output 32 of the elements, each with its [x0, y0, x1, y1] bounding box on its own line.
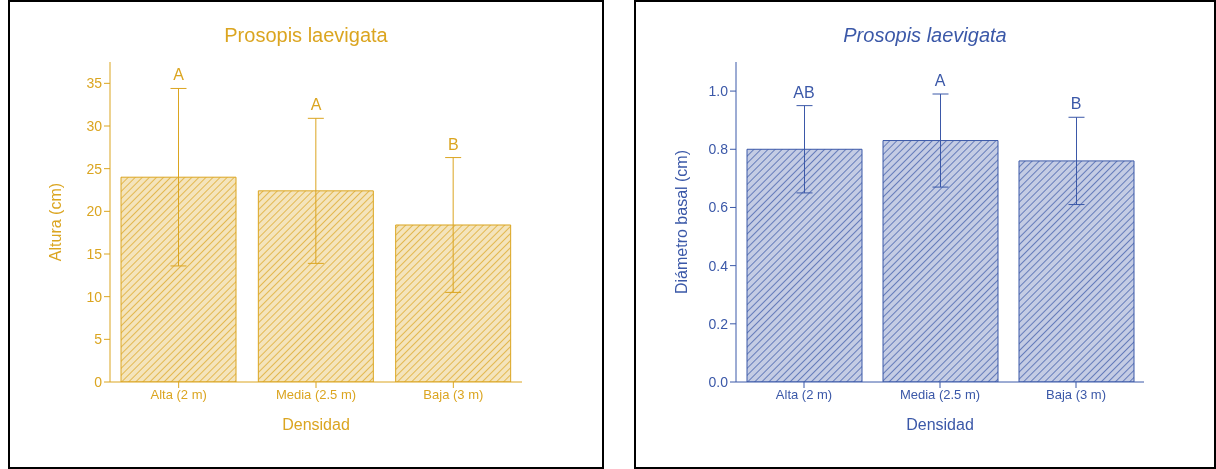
y-tick-label: 25 [86, 160, 103, 177]
x-tick-label: Alta (2 m) [150, 387, 207, 403]
y-tick-label: 0.4 [708, 257, 729, 274]
annotation: B [1070, 95, 1082, 113]
y-tick-label: 20 [86, 203, 103, 220]
y-tick-label: 5 [94, 331, 103, 348]
y-tick-label: 15 [86, 245, 103, 262]
x-tick-label: Alta (2 m) [775, 387, 833, 403]
x-axis-title: Densidad [282, 416, 350, 433]
chart-title: Prosopis laevigata [223, 24, 389, 47]
y-tick-label: 1.0 [708, 83, 729, 100]
annotation: AB [793, 83, 815, 101]
y-tick-label: 0.6 [708, 199, 729, 216]
x-tick-label: Media (2.5 m) [899, 387, 981, 403]
x-tick-label: Media (2.5 m) [275, 387, 357, 403]
y-tick-label: 0 [94, 373, 103, 390]
y-axis-title: Diámetro basal (cm) [672, 149, 690, 295]
x-axis-title: Densidad [906, 416, 974, 433]
y-axis-title: Altura (cm) [46, 182, 64, 262]
x-tick-label: Baja (3 m) [423, 387, 484, 403]
annotation: A [934, 72, 946, 89]
y-tick-label: 0.0 [708, 373, 729, 390]
annotation: B [448, 135, 459, 153]
y-tick-label: 0.2 [708, 315, 729, 332]
y-tick-label: 0.8 [708, 141, 729, 158]
annotation: A [310, 96, 322, 114]
chart-title: Prosopis laevigata [842, 24, 1008, 47]
annotation: A [173, 66, 185, 84]
y-tick-label: 30 [86, 117, 103, 134]
y-tick-label: 35 [86, 75, 103, 92]
y-tick-label: 10 [86, 288, 103, 305]
x-tick-label: Baja (3 m) [1046, 387, 1106, 403]
